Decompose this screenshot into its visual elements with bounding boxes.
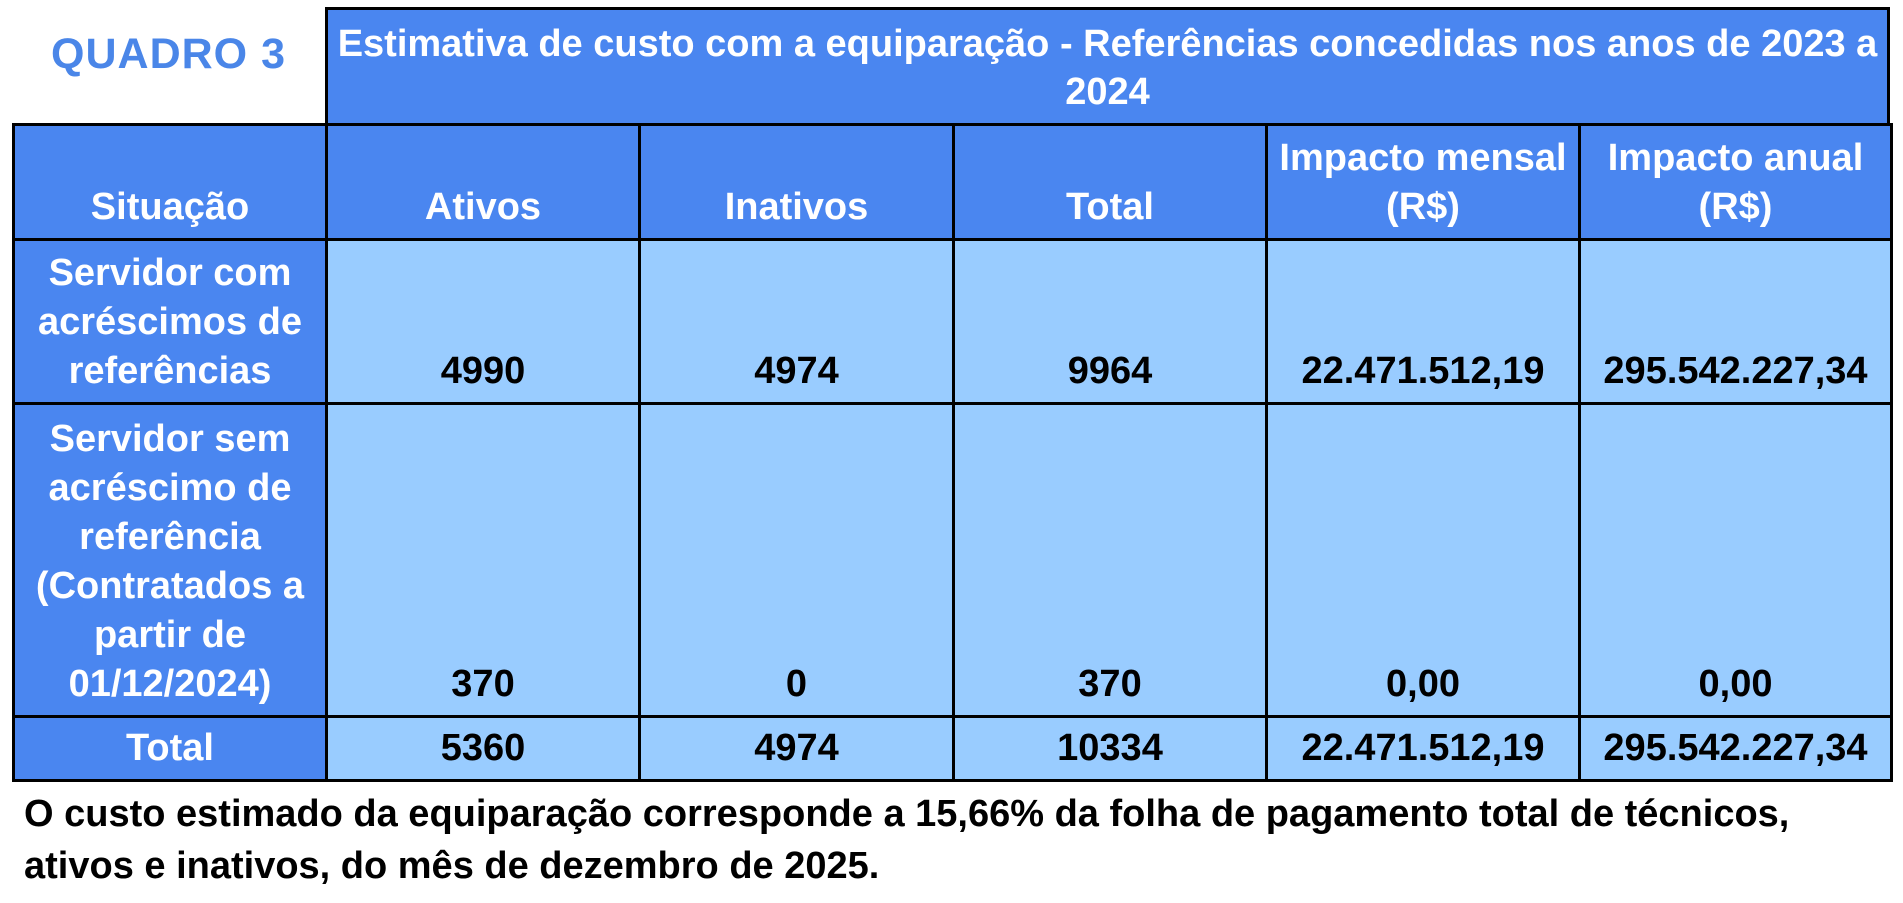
column-header: Impacto anual (R$)	[1578, 123, 1893, 241]
row-header: Total	[12, 715, 328, 782]
cell: 9964	[952, 238, 1268, 405]
data-row: Servidor sem acréscimo de referência (Co…	[12, 402, 1893, 718]
cell: 4990	[325, 238, 641, 405]
cell: 5360	[325, 715, 641, 782]
cell: 22.471.512,19	[1265, 715, 1581, 782]
cell: 370	[325, 402, 641, 718]
header-row: Situação Ativos Inativos Total Impacto mensa…	[12, 123, 1893, 241]
cell: 295.542.227,34	[1578, 238, 1893, 405]
column-header: Total	[952, 123, 1268, 241]
cell: 10334	[952, 715, 1268, 782]
cell: 370	[952, 402, 1268, 718]
column-header: Ativos	[325, 123, 641, 241]
cell: 0,00	[1578, 402, 1893, 718]
data-row: Servidor com acréscimos de referências 49…	[12, 238, 1893, 405]
column-header: Situação	[12, 123, 328, 241]
cell: 0,00	[1265, 402, 1581, 718]
quadro-label: QUADRO 3	[51, 30, 286, 78]
cell: 4974	[638, 715, 955, 782]
footnote: O custo estimado da equiparação correspo…	[24, 793, 1790, 887]
data-row: Total 5360 4974 10334 22.471.512,19 295.542.2…	[12, 715, 1893, 782]
table-title: Estimativa de custo com a equiparação - …	[325, 7, 1890, 123]
row-header: Servidor com acréscimos de referências	[12, 238, 328, 405]
cost-table: Situação Ativos Inativos Total Impacto mensa…	[12, 123, 1893, 782]
table-body: Situação Ativos Inativos Total Impacto mensa…	[12, 123, 1893, 782]
column-header: Inativos	[638, 123, 955, 241]
cell: 22.471.512,19	[1265, 238, 1581, 405]
cell: 0	[638, 402, 955, 718]
cell: 295.542.227,34	[1578, 715, 1893, 782]
column-header: Impacto mensal (R$)	[1265, 123, 1581, 241]
row-header: Servidor sem acréscimo de referência (Co…	[12, 402, 328, 718]
cell: 4974	[638, 238, 955, 405]
